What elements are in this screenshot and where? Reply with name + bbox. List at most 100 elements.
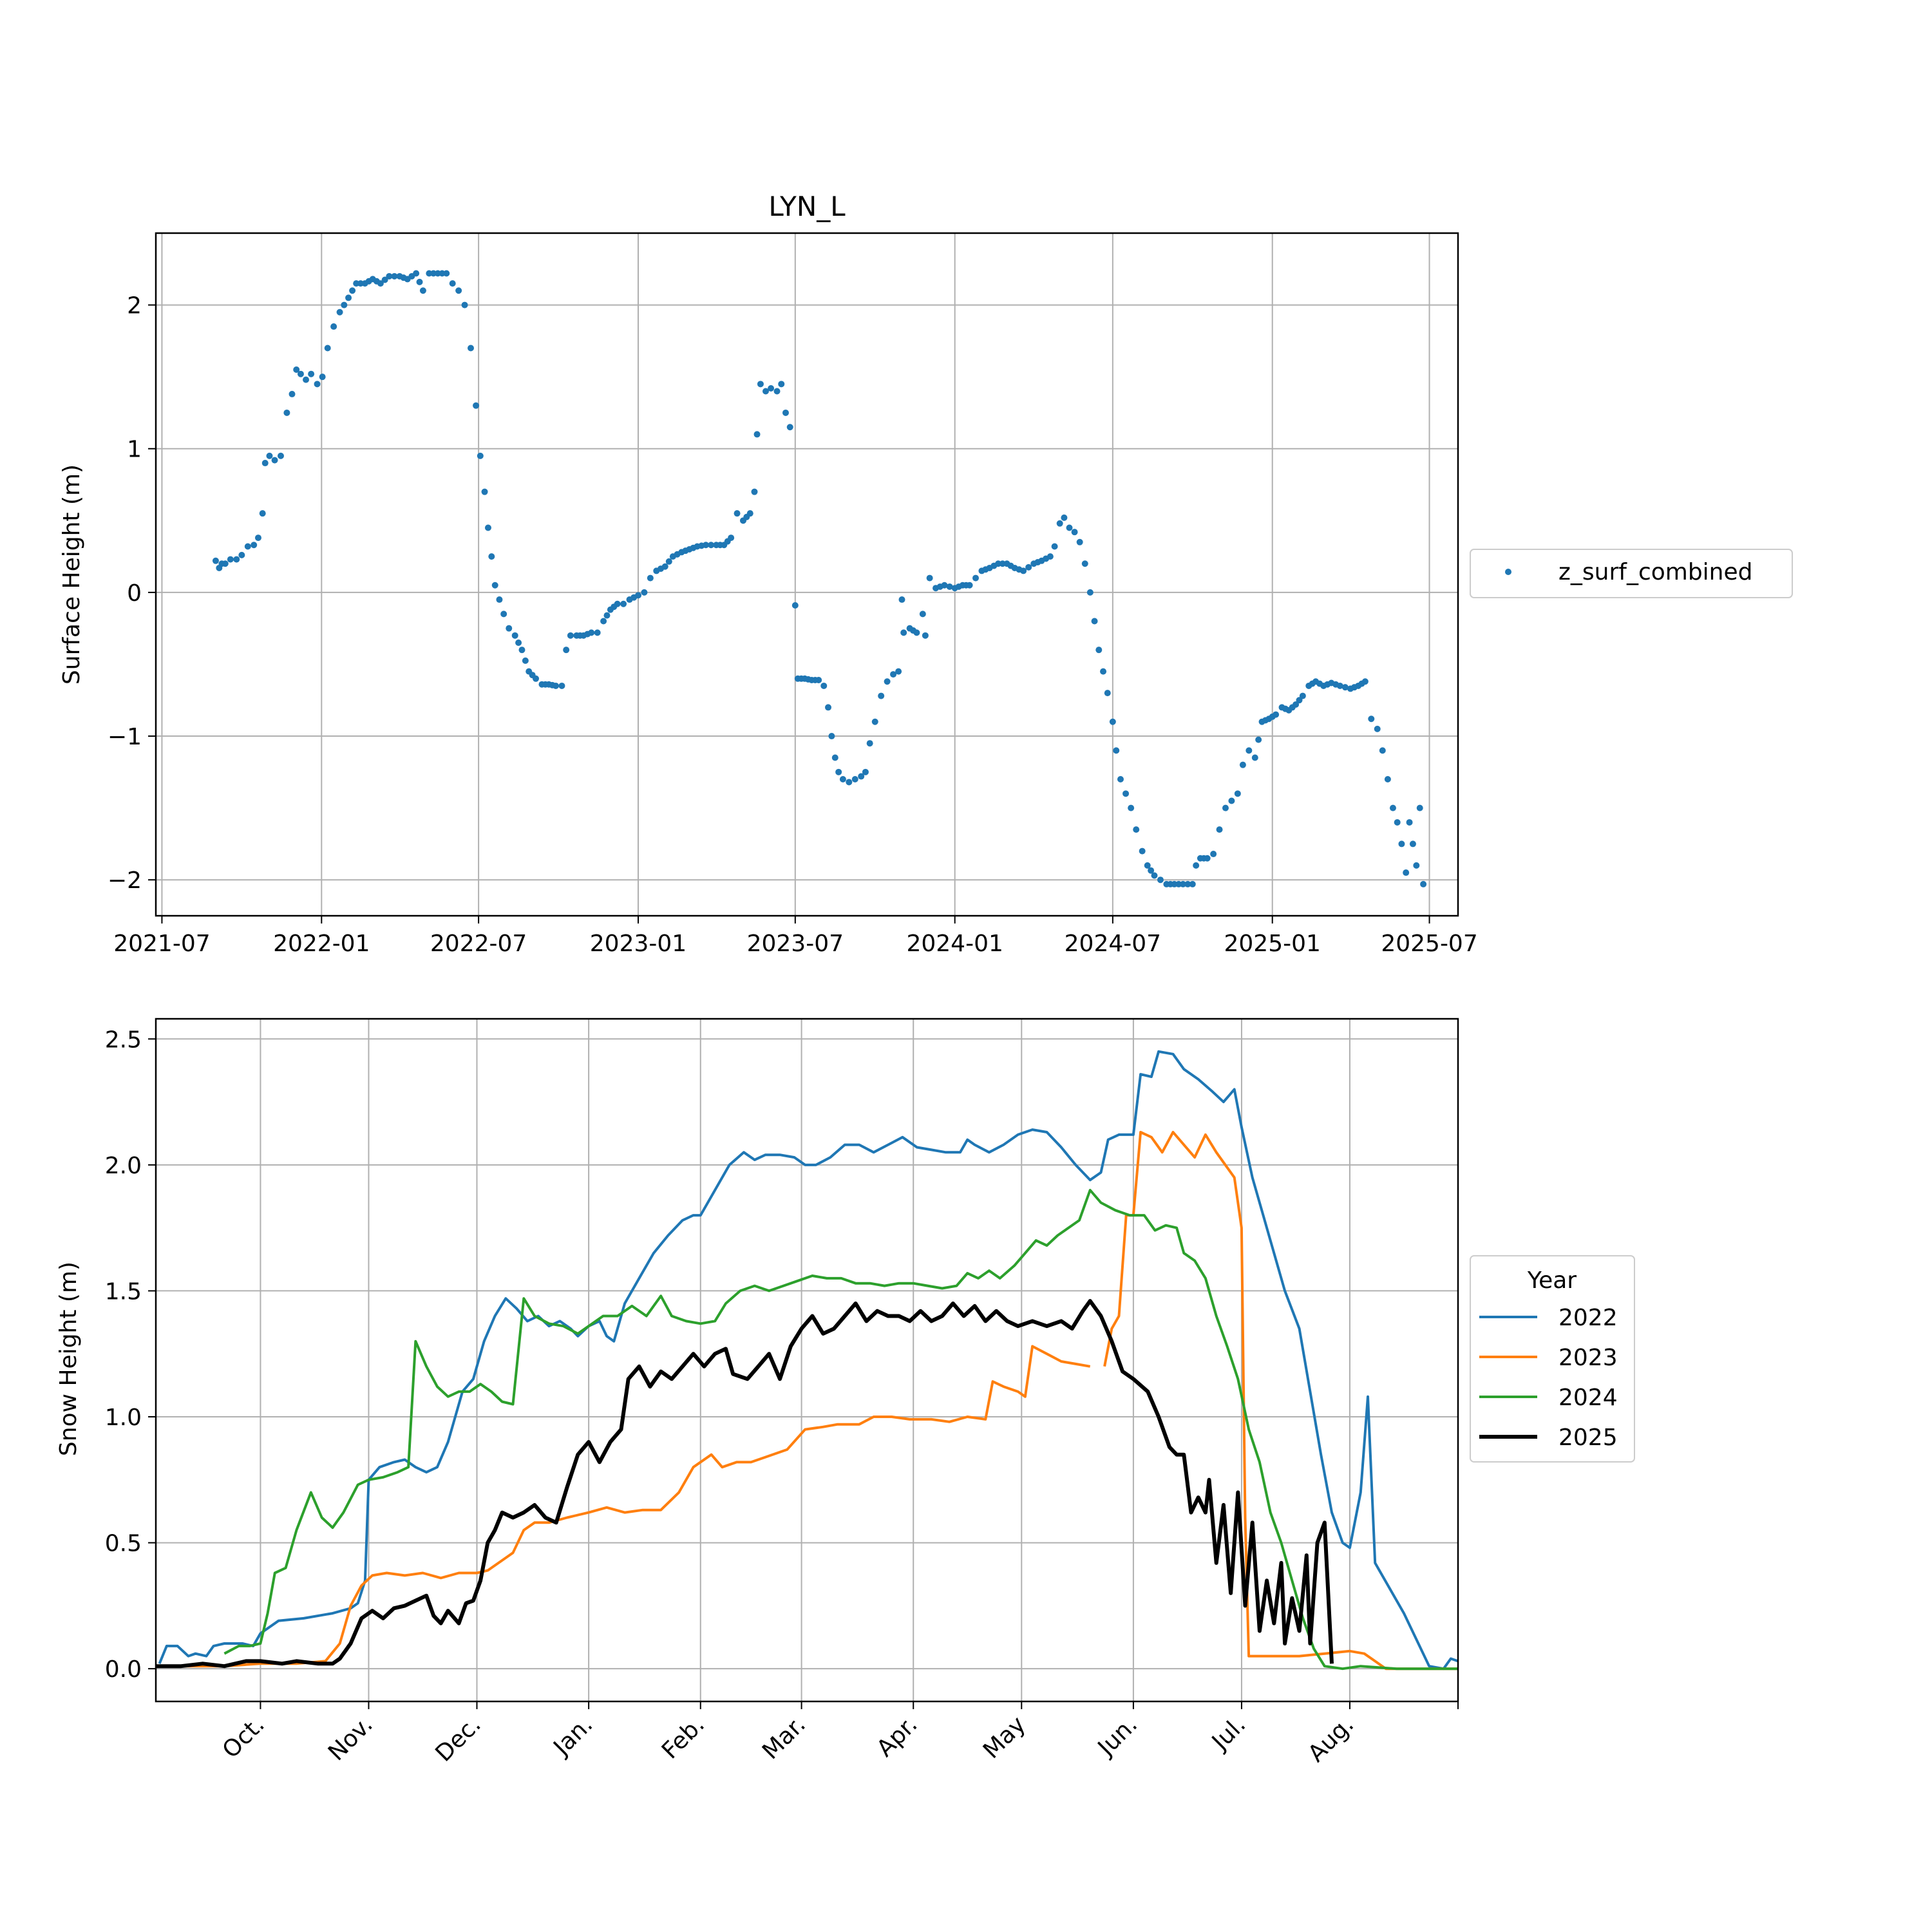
data-point — [831, 754, 838, 761]
plot-frame — [155, 1018, 1459, 1703]
data-point — [324, 345, 331, 352]
data-point — [1416, 804, 1423, 811]
data-point — [386, 272, 393, 279]
data-point — [1379, 747, 1386, 754]
data-point — [1406, 819, 1413, 826]
data-point — [1299, 692, 1306, 699]
data-point — [913, 629, 920, 636]
legend: z_surf_combined — [1470, 549, 1793, 598]
y-tick-label: −1 — [108, 724, 142, 750]
data-point — [1228, 797, 1235, 804]
y-tick-label: 1.5 — [105, 1278, 142, 1305]
surface-height-chart: LYN_L 2021-07 2022-01 2022-07 2023-01 2023-0… — [59, 191, 1793, 957]
x-tick-label: 2021-07 — [113, 931, 210, 957]
legend-label-z_surf_combined: z_surf_combined — [1558, 559, 1753, 585]
data-point — [1234, 790, 1241, 797]
data-point — [972, 574, 980, 582]
legend-frame — [1470, 1255, 1635, 1463]
data-point — [293, 366, 300, 373]
data-point — [1255, 736, 1262, 743]
data-point — [1076, 538, 1083, 545]
data-point — [1109, 718, 1116, 725]
data-point — [1071, 529, 1078, 536]
series-line-2023 — [156, 1131, 1458, 1671]
scatter-points — [212, 270, 1427, 887]
data-point — [345, 294, 352, 301]
data-point — [634, 592, 641, 599]
data-point — [708, 542, 715, 549]
data-point — [1046, 553, 1054, 560]
data-point — [283, 409, 290, 416]
data-point — [866, 740, 873, 747]
data-point — [941, 582, 948, 589]
data-point — [1341, 684, 1349, 691]
data-point — [1051, 543, 1058, 550]
y-axis-ticks: −2 −1 0 1 2 — [108, 293, 156, 894]
data-point — [496, 596, 503, 603]
data-point — [254, 535, 261, 542]
data-point — [1128, 804, 1135, 811]
data-point — [488, 553, 495, 560]
data-point — [614, 600, 621, 607]
data-point — [391, 272, 398, 279]
data-point — [518, 647, 526, 654]
data-point — [1222, 804, 1229, 811]
data-point — [238, 551, 245, 558]
x-tick-label: 2023-07 — [747, 931, 844, 957]
data-point — [506, 625, 513, 632]
data-point — [757, 381, 764, 388]
data-point — [558, 682, 565, 689]
data-point — [1066, 524, 1073, 531]
data-point — [1122, 790, 1130, 797]
data-point — [1204, 855, 1211, 862]
data-point — [878, 692, 885, 699]
data-point — [251, 542, 258, 549]
data-point — [259, 510, 266, 517]
data-point — [1403, 869, 1410, 876]
data-point — [773, 388, 781, 395]
data-point — [1095, 647, 1103, 654]
data-point — [815, 677, 822, 684]
data-point — [1273, 711, 1280, 718]
legend-label-2023: 2023 — [1558, 1345, 1618, 1371]
y-tick-label: 1.0 — [105, 1405, 142, 1431]
data-point — [449, 280, 456, 287]
data-point — [786, 424, 793, 431]
data-point — [820, 682, 828, 689]
data-point — [266, 452, 273, 459]
data-point — [1398, 840, 1405, 848]
x-tick-label: 2022-07 — [430, 931, 527, 957]
data-point — [1361, 678, 1368, 685]
data-point — [481, 488, 488, 495]
data-point — [461, 301, 468, 308]
data-point — [839, 776, 846, 782]
data-point — [477, 452, 484, 459]
data-point — [419, 287, 426, 294]
data-point — [828, 733, 835, 740]
data-point — [778, 381, 785, 388]
data-point — [871, 718, 878, 725]
data-point — [491, 582, 498, 589]
y-tick-label: 1 — [127, 437, 142, 463]
data-point — [233, 556, 240, 563]
y-tick-label: 0.0 — [105, 1656, 142, 1683]
data-point — [1193, 862, 1200, 869]
data-point — [1100, 668, 1107, 675]
data-point — [665, 558, 672, 565]
data-point — [336, 308, 343, 316]
x-axis-ticks: 2021-07 2022-01 2022-07 2023-01 2023-07 2024-… — [113, 916, 1478, 957]
data-point — [825, 704, 832, 711]
chart-title: LYN_L — [768, 191, 846, 222]
data-point — [835, 768, 842, 775]
gridlines — [156, 233, 1458, 916]
data-point — [227, 556, 234, 563]
data-point — [1409, 840, 1416, 848]
y-tick-label: 2.0 — [105, 1153, 142, 1179]
data-point — [1384, 776, 1391, 782]
y-axis-ticks: 0.0 0.5 1.0 1.5 2.0 2.5 — [105, 1027, 156, 1683]
data-point — [1239, 761, 1246, 768]
data-point — [1394, 819, 1401, 826]
y-tick-label: 0.5 — [105, 1531, 142, 1557]
data-point — [341, 301, 348, 308]
